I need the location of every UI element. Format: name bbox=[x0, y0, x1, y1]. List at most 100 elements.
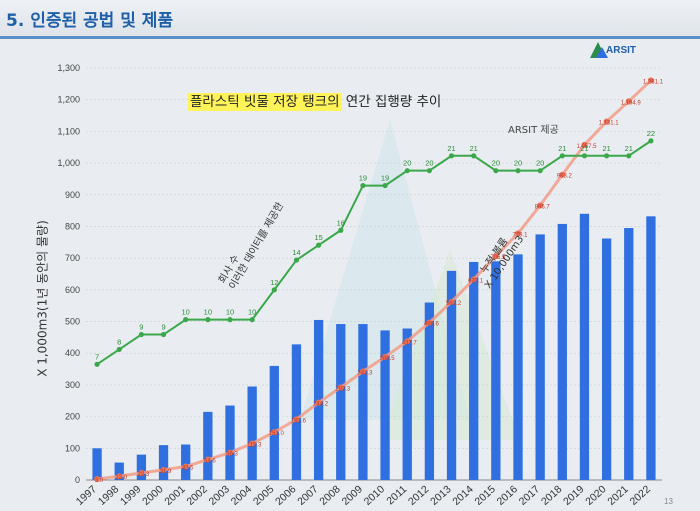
cumulative-point-2003 bbox=[227, 449, 233, 456]
cumulative-data-label: 3.0 bbox=[95, 478, 104, 484]
x-tick-label: 2003 bbox=[207, 483, 233, 508]
bar-2019 bbox=[579, 213, 590, 481]
company-count-data-label: 20 bbox=[403, 159, 411, 168]
company-count-data-label: 15 bbox=[314, 233, 322, 242]
x-tick-label: 2015 bbox=[472, 483, 498, 508]
cumulative-point-2015 bbox=[492, 253, 499, 260]
company-count-point-1999 bbox=[138, 331, 144, 338]
arsit-logo-icon bbox=[590, 42, 608, 58]
cumulative-point-2014 bbox=[470, 276, 477, 283]
x-tick-label: 2000 bbox=[140, 483, 166, 508]
company-count-point-1998 bbox=[116, 346, 122, 353]
company-count-data-label: 10 bbox=[226, 308, 234, 317]
slide-title: 5. 인증된 공법 및 제품 bbox=[6, 11, 174, 31]
company-count-point-2004 bbox=[249, 317, 255, 323]
cumulative-data-label: 22.3 bbox=[138, 472, 150, 478]
cumulative-volume-line bbox=[96, 79, 652, 481]
company-count-data-label: 20 bbox=[514, 159, 522, 168]
cumulative-point-1999 bbox=[138, 469, 145, 476]
company-count-data-label: 20 bbox=[536, 159, 544, 168]
cumulative-data-label: 1,131.1 bbox=[599, 121, 620, 127]
data-labels: 3.0 12.022.331.942.564.686.3115.3151.0191… bbox=[95, 79, 664, 484]
company-count-data-label: 14 bbox=[292, 248, 300, 257]
title-bar: 5. 인증된 공법 및 제품 bbox=[0, 0, 700, 36]
bar-1999 bbox=[136, 454, 147, 480]
page-number: 13 bbox=[664, 497, 673, 506]
company-count-data-label: 9 bbox=[161, 323, 165, 332]
company-count-point-2009 bbox=[360, 182, 366, 189]
x-tick-label: 2002 bbox=[184, 483, 210, 508]
company-count-point-2019 bbox=[581, 153, 588, 159]
cumulative-point-2007 bbox=[315, 399, 322, 406]
company-count-data-label: 8 bbox=[117, 337, 121, 346]
cumulative-data-label: 191.6 bbox=[291, 418, 307, 424]
x-tick-label: 2016 bbox=[495, 483, 521, 508]
bar-2011 bbox=[402, 328, 412, 480]
source-note: ARSIT 제공 bbox=[508, 125, 559, 136]
cumulative-data-label: 42.5 bbox=[182, 466, 194, 472]
company-count-data-label: 19 bbox=[359, 174, 367, 183]
bar-2021 bbox=[624, 228, 634, 480]
cumulative-point-2022 bbox=[647, 77, 654, 84]
bar-2016 bbox=[513, 254, 523, 480]
company-count-line bbox=[96, 140, 652, 366]
x-axis-ticks: 1997199819992000200120022003200420052006… bbox=[74, 483, 653, 508]
company-count-data-label: 7 bbox=[95, 352, 99, 361]
cumulative-data-label: 388.5 bbox=[380, 356, 396, 362]
bar-2002 bbox=[203, 411, 213, 480]
cumulative-point-1998 bbox=[116, 473, 123, 480]
company-count-data-label: 20 bbox=[425, 159, 433, 168]
y-tick-label: 100 bbox=[65, 443, 80, 453]
company-count-point-2007 bbox=[316, 242, 322, 248]
line-series bbox=[94, 77, 654, 483]
x-tick-label: 1998 bbox=[96, 483, 122, 508]
x-tick-label: 2017 bbox=[517, 483, 543, 508]
company-count-data-label: 20 bbox=[492, 159, 500, 168]
x-tick-label: 1999 bbox=[118, 483, 144, 508]
cumulative-point-2002 bbox=[204, 456, 211, 463]
y-tick-label: 800 bbox=[65, 221, 80, 231]
company-count-point-2003 bbox=[227, 317, 233, 323]
company-count-data-label: 10 bbox=[248, 308, 256, 317]
y-tick-label: 300 bbox=[65, 380, 80, 390]
logo-text: ARSIT bbox=[606, 45, 636, 56]
cumulative-data-label: 31.9 bbox=[160, 469, 172, 475]
cumulative-point-2009 bbox=[359, 368, 366, 375]
x-tick-label: 1997 bbox=[74, 483, 100, 508]
company-count-point-2014 bbox=[471, 153, 477, 159]
company-count-point-2018 bbox=[559, 153, 565, 159]
company-count-point-2005 bbox=[271, 287, 277, 293]
company-count-data-label: 21 bbox=[625, 144, 633, 153]
cumulative-data-label: 562.2 bbox=[446, 301, 462, 307]
cumulative-data-label: 151.0 bbox=[269, 431, 285, 437]
y-tick-label: 0 bbox=[75, 475, 80, 485]
company-count-point-2017 bbox=[537, 168, 543, 174]
company-count-point-2021 bbox=[626, 153, 632, 159]
cumulative-point-1997 bbox=[94, 476, 101, 483]
company-count-data-label: 21 bbox=[470, 144, 478, 153]
cumulative-data-label: 496.6 bbox=[424, 322, 440, 328]
company-count-data-label: 10 bbox=[182, 308, 190, 317]
x-tick-label: 2013 bbox=[428, 483, 454, 508]
cumulative-point-2000 bbox=[160, 466, 167, 473]
title-divider bbox=[0, 36, 700, 39]
company-count-data-label: 9 bbox=[139, 323, 143, 332]
company-count-point-2015 bbox=[493, 168, 499, 174]
company-count-point-2012 bbox=[426, 168, 432, 174]
y-tick-label: 1,000 bbox=[57, 158, 80, 168]
company-count-data-label: 21 bbox=[558, 144, 566, 153]
company-count-point-1997 bbox=[94, 361, 100, 367]
cumulative-point-2016 bbox=[515, 230, 521, 237]
x-tick-label: 2018 bbox=[539, 483, 565, 508]
cumulative-point-2008 bbox=[337, 384, 344, 391]
y-axis-ticks: 0 100 200 300 400 500 600 700 800 900 1,000 1,100 1,… bbox=[57, 63, 80, 485]
x-tick-label: 2004 bbox=[229, 483, 255, 508]
chart-title-highlight: 플라스틱 빗물 저장 탱크의 bbox=[188, 93, 342, 111]
cumulative-point-2018 bbox=[559, 171, 566, 178]
cumulative-point-2001 bbox=[182, 463, 189, 470]
company-count-data-label: 21 bbox=[580, 144, 588, 153]
company-count-point-2022 bbox=[648, 138, 654, 144]
x-tick-label: 2010 bbox=[362, 483, 388, 508]
x-tick-label: 2009 bbox=[340, 483, 366, 508]
cumulative-data-label: 115.3 bbox=[247, 442, 262, 448]
